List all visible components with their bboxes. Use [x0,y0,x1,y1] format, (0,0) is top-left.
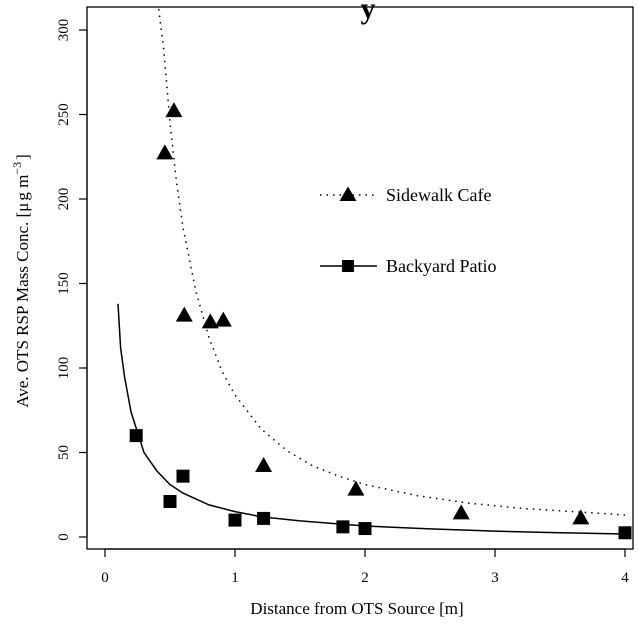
y-tick-label: 300 [56,19,72,42]
x-axis-label: Distance from OTS Source [m] [250,599,463,618]
data-point-triangle [255,457,273,473]
chart-title: y [361,0,376,25]
data-point-triangle [452,504,470,520]
y-axis-label-sup: −3 [10,162,24,175]
data-point-square [129,429,143,443]
y-tick-label: 0 [56,533,72,541]
data-point-square [358,522,372,536]
y-tick-label: 50 [56,445,72,460]
data-point-square [228,513,242,527]
legend-label-sidewalk-cafe: Sidewalk Cafe [386,185,491,205]
y-axis-label: Ave. OTS RSP Mass Conc. [μ g m−3] [10,154,32,408]
y-axis-label-mu: μ [13,203,32,212]
x-tick-label: 1 [231,570,239,586]
legend: Sidewalk Cafe Backyard Patio [320,185,496,276]
data-points [129,102,632,540]
data-point-square [336,520,350,534]
legend-square-marker [342,260,354,272]
y-tick-label: 250 [56,103,72,126]
y-axis-label-close: ] [13,154,32,160]
fit-curve [157,8,626,516]
y-ticks: 0 50 100 150 200 250 300 [56,19,87,541]
data-point-triangle [156,144,174,160]
legend-item-sidewalk-cafe: Sidewalk Cafe [320,185,491,205]
y-tick-label: 150 [56,272,72,295]
y-tick-label: 100 [56,357,72,380]
x-tick-label: 4 [621,570,629,586]
data-point-square [163,495,177,509]
fit-curve [117,303,626,535]
x-ticks: 0 1 2 3 4 [101,549,629,586]
data-point-square [257,511,271,525]
legend-label-backyard-patio: Backyard Patio [386,256,496,276]
plot-frame [86,6,634,550]
data-point-square [618,526,632,540]
y-axis-label-unit: g m [13,175,32,201]
data-point-square [176,469,190,483]
data-point-triangle [347,480,365,496]
data-point-triangle [572,509,590,525]
data-point-triangle [175,306,193,322]
data-point-triangle [165,102,183,118]
data-point-triangle [214,311,232,327]
y-tick-label: 200 [56,188,72,211]
data-point-triangle [201,313,219,329]
legend-triangle-marker [339,186,357,201]
x-tick-label: 0 [101,570,109,586]
x-tick-label: 2 [361,570,369,586]
legend-item-backyard-patio: Backyard Patio [320,256,496,276]
y-axis-label-main: Ave. OTS RSP Mass Conc. [ [13,211,32,407]
x-tick-label: 3 [491,570,499,586]
fit-curves [117,8,626,535]
